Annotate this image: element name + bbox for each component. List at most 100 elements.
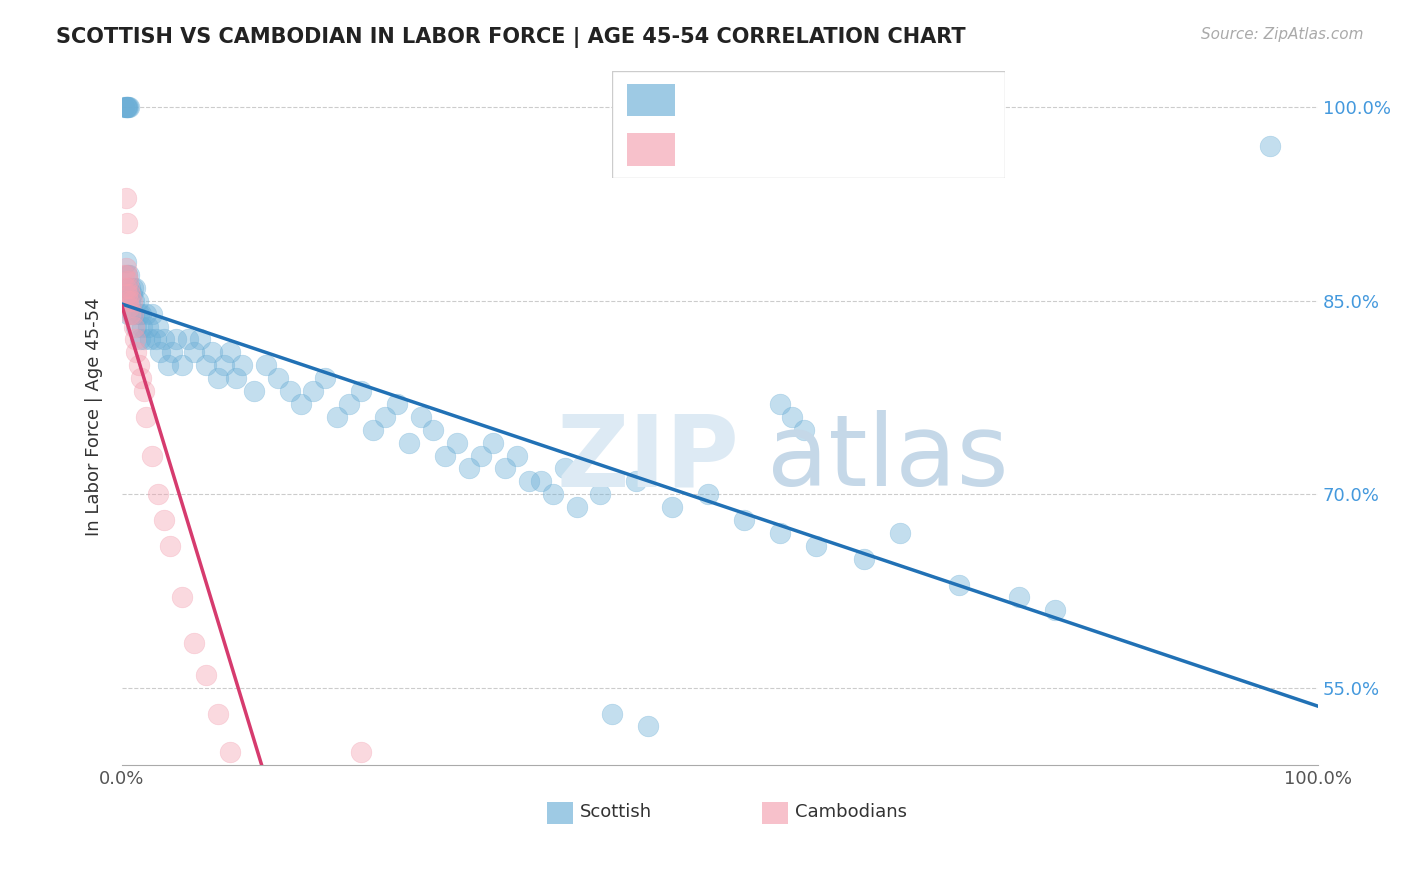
Point xyxy=(207,371,229,385)
Point xyxy=(780,409,803,424)
Point xyxy=(470,449,492,463)
Point xyxy=(188,333,211,347)
Point xyxy=(183,635,205,649)
Point xyxy=(852,551,875,566)
Point xyxy=(114,100,136,114)
Point xyxy=(149,345,172,359)
Point xyxy=(661,500,683,515)
Point xyxy=(129,371,152,385)
Point xyxy=(517,475,540,489)
Point xyxy=(326,409,349,424)
Point xyxy=(135,307,157,321)
Point xyxy=(118,268,141,282)
Point xyxy=(589,487,612,501)
Point xyxy=(541,487,564,501)
Point xyxy=(132,384,155,398)
Point xyxy=(482,435,505,450)
Point xyxy=(121,287,143,301)
Point xyxy=(138,333,160,347)
Point xyxy=(218,345,240,359)
Point xyxy=(125,345,148,359)
Point xyxy=(242,384,264,398)
Point xyxy=(127,293,149,308)
Point xyxy=(114,100,136,114)
Point xyxy=(121,307,143,321)
Point xyxy=(565,500,588,515)
Point xyxy=(118,281,141,295)
Point xyxy=(709,784,731,798)
Point xyxy=(889,525,911,540)
Point xyxy=(114,255,136,269)
Point xyxy=(170,591,193,605)
Text: Cambodians: Cambodians xyxy=(796,804,907,822)
Point xyxy=(114,261,136,276)
Point xyxy=(121,281,143,295)
Point xyxy=(697,487,720,501)
Point xyxy=(458,461,481,475)
Point xyxy=(602,706,624,721)
Point xyxy=(115,268,138,282)
Point xyxy=(117,293,139,308)
Point xyxy=(120,293,142,308)
Point xyxy=(302,384,325,398)
Point xyxy=(141,449,163,463)
Point xyxy=(194,668,217,682)
Point xyxy=(118,300,141,314)
Point xyxy=(141,307,163,321)
Point xyxy=(1008,591,1031,605)
Point xyxy=(733,513,755,527)
Point xyxy=(115,100,138,114)
Point xyxy=(120,287,142,301)
Bar xyxy=(547,802,574,824)
Point xyxy=(125,319,148,334)
Text: SCOTTISH VS CAMBODIAN IN LABOR FORCE | AGE 45-54 CORRELATION CHART: SCOTTISH VS CAMBODIAN IN LABOR FORCE | A… xyxy=(56,27,966,48)
Point xyxy=(374,409,396,424)
Point xyxy=(115,268,138,282)
Point xyxy=(117,274,139,288)
Point xyxy=(162,345,184,359)
Point xyxy=(120,281,142,295)
Point xyxy=(673,771,696,785)
Point xyxy=(278,384,301,398)
Point xyxy=(409,409,432,424)
Point xyxy=(132,333,155,347)
Point xyxy=(114,281,136,295)
Point xyxy=(117,100,139,114)
Point xyxy=(121,293,143,308)
Point xyxy=(506,449,529,463)
Point xyxy=(350,745,373,759)
Point xyxy=(194,358,217,372)
Point xyxy=(769,397,792,411)
Point xyxy=(138,319,160,334)
Point xyxy=(446,435,468,450)
Text: atlas: atlas xyxy=(766,410,1008,508)
Point xyxy=(361,423,384,437)
Point xyxy=(128,358,150,372)
Point xyxy=(254,358,277,372)
Point xyxy=(117,307,139,321)
Point xyxy=(225,371,247,385)
Point xyxy=(218,745,240,759)
Point xyxy=(1043,603,1066,617)
Point xyxy=(135,409,157,424)
Point xyxy=(122,293,145,308)
Point xyxy=(124,281,146,295)
FancyBboxPatch shape xyxy=(612,71,1005,178)
Point xyxy=(114,268,136,282)
Point xyxy=(115,287,138,301)
Point xyxy=(554,461,576,475)
Point xyxy=(637,719,659,733)
Point xyxy=(494,461,516,475)
Point xyxy=(170,358,193,372)
Point xyxy=(183,345,205,359)
Point xyxy=(124,333,146,347)
Point xyxy=(114,190,136,204)
Point xyxy=(122,307,145,321)
Point xyxy=(231,358,253,372)
Point xyxy=(121,307,143,321)
Point xyxy=(337,397,360,411)
Point xyxy=(122,319,145,334)
Point xyxy=(212,358,235,372)
Point xyxy=(769,525,792,540)
Point xyxy=(177,333,200,347)
